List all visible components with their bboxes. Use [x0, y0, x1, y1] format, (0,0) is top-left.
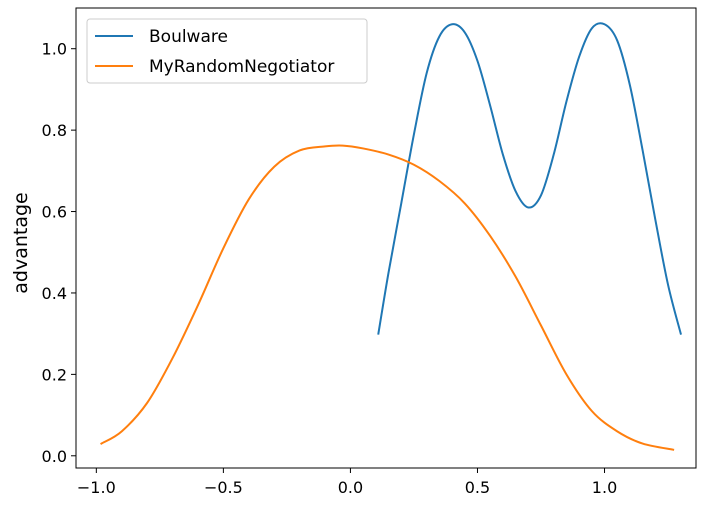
- y-tick-label: 0.8: [42, 121, 67, 140]
- y-axis: 0.0 0.2 0.4 0.6 0.8 1.0: [42, 40, 76, 466]
- plot-background: [76, 8, 696, 468]
- x-tick-label: 0.0: [338, 478, 363, 497]
- y-tick-label: 0.4: [42, 284, 67, 303]
- y-tick-label: 0.6: [42, 203, 67, 222]
- x-tick-label: 1.0: [592, 478, 617, 497]
- x-tick-label: −1.0: [77, 478, 116, 497]
- series-layer: [100, 22, 682, 451]
- plot-frame: [75, 7, 697, 469]
- x-tick-label: 0.5: [465, 478, 490, 497]
- legend-box: [86, 18, 368, 84]
- y-tick-label: 0.0: [42, 447, 67, 466]
- y-axis-label: advantage: [10, 192, 32, 293]
- x-tick-label: −0.5: [204, 478, 243, 497]
- legend: Boulware MyRandomNegotiator: [86, 18, 368, 84]
- y-tick-label: 0.2: [42, 365, 67, 384]
- legend-label: Boulware: [149, 27, 228, 47]
- legend-label: MyRandomNegotiator: [149, 57, 334, 77]
- x-axis: −1.0 −0.5 0.0 0.5 1.0: [77, 468, 617, 497]
- series-line-0: [377, 22, 682, 335]
- y-tick-label: 1.0: [42, 40, 67, 59]
- series-line-1: [100, 144, 675, 451]
